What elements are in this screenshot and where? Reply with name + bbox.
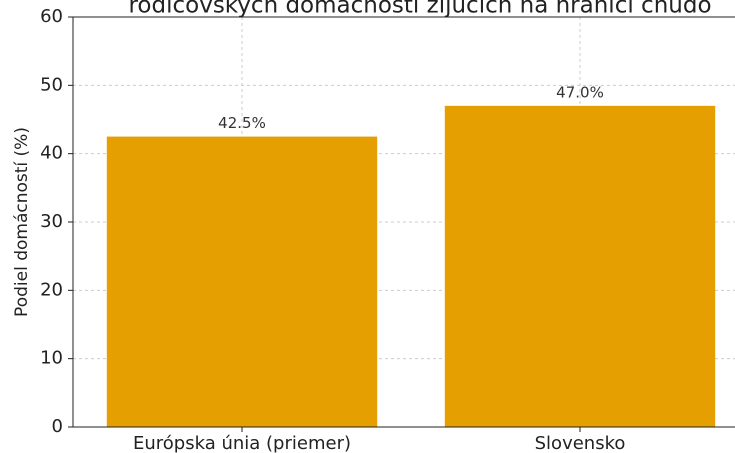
y-tick-label: 10	[40, 348, 63, 369]
bar	[106, 136, 378, 428]
y-tick-label: 40	[40, 143, 63, 164]
y-tick-label: 20	[40, 279, 63, 300]
y-tick-label: 60	[40, 6, 63, 27]
chart-title: rodičovských domácností žijúcich na hran…	[128, 0, 711, 19]
x-tick-label: Európska únia (priemer)	[133, 433, 351, 453]
x-tick-label: Slovensko	[535, 433, 626, 453]
plot-frame	[72, 16, 735, 428]
y-axis-label: Podiel domácností (%)	[12, 127, 32, 317]
y-tick-label: 30	[40, 211, 63, 232]
y-tick-label: 0	[52, 416, 63, 437]
y-tick-label: 50	[40, 74, 63, 95]
value-label: 42.5%	[218, 114, 266, 132]
bar	[444, 105, 716, 427]
value-label: 47.0%	[556, 83, 604, 101]
